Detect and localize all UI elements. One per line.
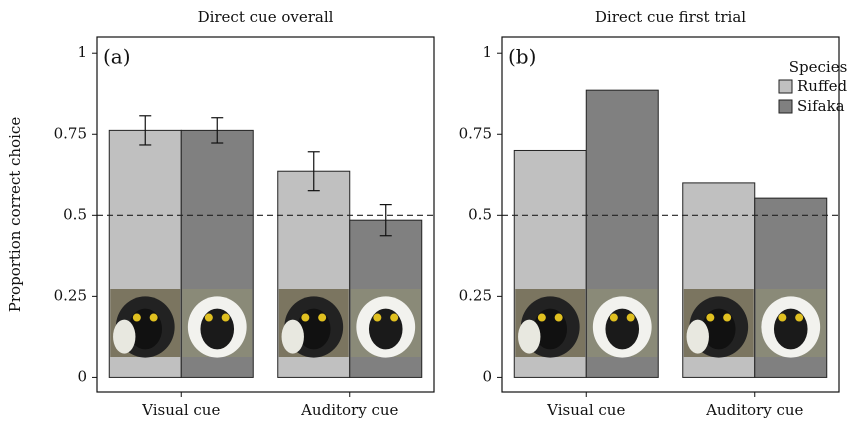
lemur-eye [723, 314, 731, 322]
lemur-fur [282, 320, 304, 354]
y-tick-label: 1 [482, 43, 492, 61]
lemur-fur [687, 320, 709, 354]
lemur-eye [627, 314, 635, 322]
y-tick-label: 0 [482, 367, 492, 385]
y-tick-label: 1 [77, 43, 87, 61]
lemur-eye [795, 314, 803, 322]
y-tick-label: 0.75 [459, 124, 492, 142]
lemur-eye [706, 314, 714, 322]
legend-label: Ruffed [797, 77, 847, 95]
lemur-fur [518, 320, 540, 354]
lemur-face [605, 309, 639, 350]
x-tick-label: Auditory cue [705, 401, 803, 419]
lemur-eye [610, 314, 618, 322]
y-axis-label: Proportion correct choice [6, 117, 24, 313]
chart: Direct cue overall Proportion correct cho… [0, 0, 849, 423]
panel-label: (a) [103, 45, 131, 69]
page: Direct cue overall Proportion correct cho… [0, 0, 849, 427]
y-tick-label: 0.25 [54, 286, 87, 304]
lemur-fur [113, 320, 135, 354]
lemur-eye [778, 314, 786, 322]
lemur-eye [150, 314, 158, 322]
lemur-face [369, 309, 403, 350]
x-tick-label: Visual cue [546, 401, 625, 419]
lemur-eye [301, 314, 309, 322]
lemur-eye [222, 314, 230, 322]
y-tick-label: 0.5 [63, 205, 87, 223]
lemur-eye [390, 314, 398, 322]
x-tick-label: Auditory cue [300, 401, 398, 419]
legend-swatch [779, 80, 792, 93]
lemur-eye [205, 314, 213, 322]
lemur-eye [538, 314, 546, 322]
y-tick-label: 0.5 [468, 205, 492, 223]
y-tick-label: 0.25 [459, 286, 492, 304]
panel-title: Direct cue overall [198, 8, 334, 26]
lemur-face [774, 309, 808, 350]
y-tick-label: 0.75 [54, 124, 87, 142]
panel-title: Direct cue first trial [595, 8, 746, 26]
lemur-eye [133, 314, 141, 322]
lemur-eye [373, 314, 381, 322]
lemur-eye [318, 314, 326, 322]
x-tick-label: Visual cue [141, 401, 220, 419]
lemur-face [200, 309, 234, 350]
legend-title: Species [789, 58, 848, 76]
y-tick-label: 0 [77, 367, 87, 385]
panel-label: (b) [508, 45, 536, 69]
legend-swatch [779, 100, 792, 113]
legend-label: Sifaka [797, 97, 845, 115]
lemur-eye [555, 314, 563, 322]
